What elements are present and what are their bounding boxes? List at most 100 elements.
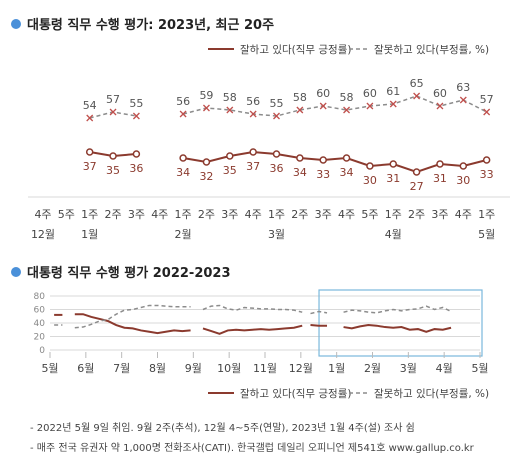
chart1-approve-point (85, 148, 94, 156)
chart1-approve-label: 36 (129, 162, 143, 175)
chart1-approve-point (249, 148, 257, 156)
chart1-disapprove-point (109, 108, 117, 116)
chart1-approve-label: 27 (410, 180, 424, 193)
chart1-disapprove-label: 60 (363, 87, 377, 100)
chart2-y-tick: 0 (39, 346, 45, 356)
chart1-approve-label: 34 (293, 166, 307, 179)
chart2-y-tick: 40 (34, 319, 46, 329)
chart1-x-axis: 4주 5주 1주 2주 3주 4주 1주 2주 3주 4주 1주 2주 3주 4주 5주 1주 2주 3주 4주 1주… (31, 208, 495, 241)
chart1-x-tick: 1주 (385, 208, 402, 221)
chart1-x-tick: 1주 (81, 208, 98, 221)
chart1-x-tick: 4주 (34, 208, 51, 221)
chart1-disapprove-label: 55 (129, 97, 143, 110)
footnote-1: - 2022년 5월 9일 취임. 9월 2주(추석), 12월 4~5주(연말… (30, 421, 415, 434)
chart2-month-tick: 6월 (77, 362, 94, 375)
chart1-approve-label: 34 (176, 166, 190, 179)
chart1-disapprove-point (343, 106, 351, 114)
chart1-disapprove-point (459, 96, 467, 104)
chart1-month-label: 1월 (81, 228, 98, 241)
chart2-x-axis: 5월 6월 7월 8월 9월 10월 11월 12월 1월 2월 3월 4월 5월 (41, 352, 489, 375)
chart1-disapprove-label: 58 (223, 91, 237, 104)
chart1-x-tick: 4주 (338, 208, 355, 221)
chart1-x-tick: 2주 (104, 208, 121, 221)
chart1-approve-label: 35 (106, 164, 120, 177)
chart1-series1-line-2 (182, 150, 487, 174)
chart1-approve-label: 37 (83, 160, 97, 173)
chart1-disapprove-label: 60 (433, 87, 447, 100)
chart1-disapprove-point (86, 114, 94, 122)
chart1-disapprove-label: 63 (456, 81, 470, 94)
chart2-series1-segment-3 (202, 324, 303, 335)
chart2-y-tick: 20 (34, 333, 46, 343)
chart2-month-tick: 11월 (253, 362, 277, 375)
chart1-title: 대통령 직무 수행 평가: 2023년, 최근 20주 (27, 17, 274, 33)
chart1-approve-label: 33 (316, 168, 330, 181)
chart2-series2-segment-5 (343, 305, 452, 314)
chart2-series1-segment-4 (310, 324, 328, 327)
chart1-approve-point (109, 152, 117, 160)
chart1-disapprove-label: 58 (293, 91, 307, 104)
chart2-month-tick: 3월 (400, 362, 417, 375)
chart1-disapprove-label: 56 (176, 95, 190, 108)
chart2-month-tick: 4월 (436, 362, 453, 375)
chart1-approve-label: 30 (363, 174, 377, 187)
chart1-approve-point (389, 160, 397, 168)
chart2-month-tick: 1월 (328, 362, 345, 375)
chart1-x-tick: 5주 (361, 208, 378, 221)
chart2-y-tick: 60 (34, 306, 46, 316)
chart1-disapprove-label: 60 (316, 87, 330, 100)
chart1-disapprove-label: 65 (410, 77, 424, 90)
chart2-series2-segment-3 (202, 304, 303, 313)
chart2-month-tick: 12월 (289, 362, 313, 375)
chart1-x-tick: 1주 (268, 208, 285, 221)
chart1-x-tick: 3주 (431, 208, 448, 221)
chart2-series1-segment-5 (343, 324, 452, 333)
chart1-approve-point (272, 150, 281, 158)
chart1-x-tick: 3주 (128, 208, 145, 221)
chart2-month-tick: 5월 (41, 362, 58, 375)
chart1-approve-point (226, 152, 234, 160)
chart1-x-tick: 2주 (408, 208, 425, 221)
chart1-approve-point (482, 156, 491, 164)
chart1-disapprove-point (319, 102, 327, 110)
chart1-x-tick: 5주 (58, 208, 75, 221)
chart1-month-label: 2월 (175, 228, 192, 241)
chart1-approve-label: 36 (270, 162, 284, 175)
chart1-approve-point (436, 160, 444, 168)
chart1-x-tick: 1주 (175, 208, 192, 221)
chart2-month-tick: 10월 (217, 362, 241, 375)
chart1-disapprove-label: 57 (106, 93, 120, 106)
chart1-approve-point (459, 162, 468, 170)
chart1-approve-label: 35 (223, 164, 237, 177)
chart1-x-tick: 2주 (291, 208, 308, 221)
chart1-disapprove-point (413, 92, 421, 100)
chart1-disapprove-point (202, 104, 210, 112)
chart2-series2-segment-4 (310, 310, 328, 315)
chart1-disapprove-label: 58 (340, 91, 354, 104)
chart1-x-tick: 4주 (455, 208, 472, 221)
chart1-approve-point (412, 168, 421, 176)
chart2-legend: 잘하고 있다(직무 긍정률) 잘못하고 있다(부정률, %) (208, 387, 489, 400)
chart1-plot: 37 35 36 34 32 35 37 36 34 33 34 30 31 27 31 30 33 54 57 55… (83, 77, 494, 193)
chart1-month-label: 4월 (385, 228, 402, 241)
chart1-x-tick: 4주 (245, 208, 262, 221)
chart1-disapprove-point (226, 106, 234, 114)
chart1-approve-point (179, 154, 187, 162)
chart2-series2-segment-2 (74, 304, 191, 329)
chart2-month-tick: 5월 (471, 362, 488, 375)
chart1-month-label: 12월 (31, 228, 55, 241)
chart1-approve-label: 30 (456, 174, 470, 187)
chart1-approve-label: 34 (340, 166, 354, 179)
chart1-approve-label: 31 (386, 172, 400, 185)
chart2-month-tick: 2월 (364, 362, 381, 375)
title-bullet-icon (11, 19, 21, 29)
chart1-disapprove-point (436, 102, 444, 110)
footnote-2: - 매주 전국 유권자 약 1,000명 전화조사(CATI). 한국갤럽 데일… (30, 442, 475, 454)
chart1-approve-label: 33 (480, 168, 494, 181)
chart1-disapprove-point (483, 108, 491, 116)
chart2-legend-approve: 잘하고 있다(직무 긍정률) (240, 387, 351, 400)
chart1-disapprove-point (389, 100, 397, 108)
chart2-y-tick: 80 (34, 292, 46, 302)
chart1-x-tick: 4주 (151, 208, 168, 221)
chart1-month-label: 5월 (478, 228, 495, 241)
